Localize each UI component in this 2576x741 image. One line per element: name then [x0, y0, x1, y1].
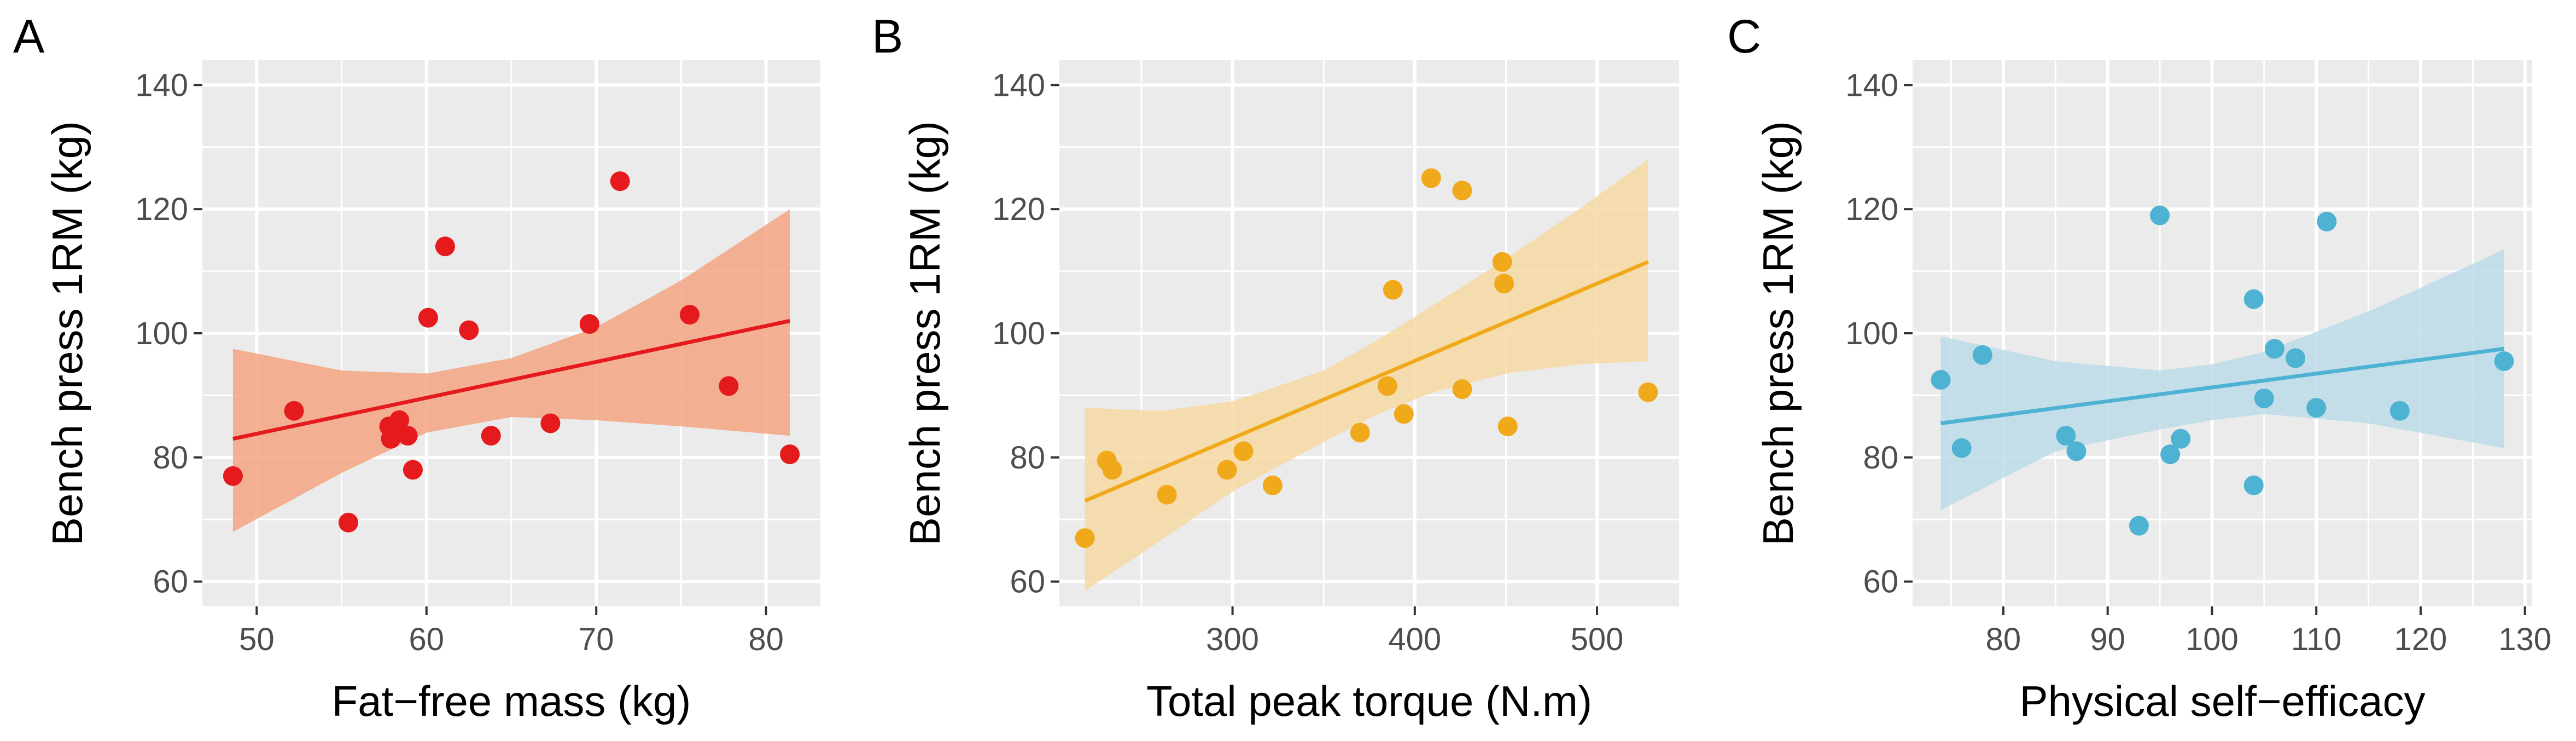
- data-point: [1497, 416, 1518, 437]
- data-point: [540, 413, 561, 433]
- data-point: [2243, 475, 2264, 495]
- x-tick-label: 80: [1986, 622, 2021, 657]
- regression-line: [1084, 260, 1649, 503]
- data-point: [2264, 339, 2284, 359]
- y-tick-label: 140: [135, 67, 188, 103]
- data-point: [2494, 351, 2514, 372]
- regression-line: [232, 319, 790, 441]
- data-point: [1377, 376, 1397, 396]
- chart-panel-c: C 60 80 100 120 140 80 90 100 110 120 130 Physical s…: [1727, 10, 2551, 725]
- y-tick-label: 80: [153, 440, 188, 476]
- data-point: [2160, 444, 2181, 465]
- data-point: [2254, 389, 2274, 409]
- y-tick-label: 120: [992, 192, 1045, 227]
- data-point: [1075, 528, 1095, 548]
- y-tick-label: 80: [1863, 440, 1898, 476]
- x-tick-label: 110: [2291, 622, 2341, 657]
- y-tick-label: 80: [1010, 440, 1045, 476]
- data-point: [2317, 211, 2337, 231]
- data-point: [1157, 484, 1177, 505]
- x-tick-label: 80: [748, 622, 784, 657]
- panel-label: C: [1727, 10, 1761, 63]
- data-point: [1233, 441, 1254, 461]
- y-tick-label: 60: [153, 564, 188, 600]
- data-point: [679, 304, 700, 325]
- x-axis-title: Total peak torque (N.m): [1146, 677, 1592, 725]
- data-point: [398, 426, 418, 446]
- data-point: [2150, 205, 2170, 225]
- x-tick-label: 60: [409, 622, 445, 657]
- data-point: [1492, 252, 1512, 272]
- y-axis-title: Bench press 1RM (kg): [1754, 121, 1802, 546]
- x-tick-label: 100: [2185, 622, 2239, 657]
- data-point: [403, 460, 423, 480]
- data-point: [2066, 441, 2087, 461]
- y-axis-title: Bench press 1RM (kg): [43, 121, 91, 546]
- x-tick-label: 400: [1388, 622, 1441, 657]
- confidence-band: [232, 209, 790, 532]
- data-point: [418, 308, 438, 328]
- data-point: [1383, 280, 1403, 300]
- data-point: [780, 444, 800, 465]
- data-point: [2171, 429, 2191, 449]
- data-point: [1262, 475, 1283, 495]
- x-tick-label: 130: [2498, 622, 2551, 657]
- data-point: [719, 376, 739, 396]
- x-tick-label: 120: [2394, 622, 2447, 657]
- data-point: [579, 314, 599, 334]
- chart-panel-a: A 60 80 100 120 140 50 60 70 80 Fat−free mass (kg)…: [13, 10, 820, 725]
- data-point: [1421, 168, 1441, 188]
- data-point: [223, 466, 243, 486]
- data-point: [1452, 379, 1472, 400]
- data-point: [435, 236, 455, 257]
- data-point: [1931, 370, 1951, 390]
- data-point: [338, 512, 358, 532]
- x-tick-label: 70: [579, 622, 614, 657]
- data-point: [1394, 404, 1414, 424]
- data-point: [1951, 438, 1972, 458]
- x-tick-label: 90: [2090, 622, 2125, 657]
- y-tick-label: 100: [135, 316, 188, 351]
- x-tick-label: 500: [1571, 622, 1624, 657]
- data-point: [1972, 345, 1992, 365]
- panel-label: A: [13, 10, 45, 63]
- y-axis-title: Bench press 1RM (kg): [901, 121, 949, 546]
- panel-label: B: [872, 10, 903, 63]
- y-tick-label: 100: [992, 316, 1045, 351]
- y-tick-label: 120: [135, 192, 188, 227]
- y-tick-label: 60: [1010, 564, 1045, 600]
- data-point: [481, 426, 501, 446]
- chart-panel-b: B 60 80 100 120 140 300 400 500 Total peak torque…: [872, 10, 1679, 725]
- data-point: [1350, 422, 1370, 443]
- data-point: [1102, 460, 1122, 480]
- x-tick-label: 50: [239, 622, 275, 657]
- y-tick-label: 140: [1845, 67, 1898, 103]
- y-tick-label: 120: [1845, 192, 1898, 227]
- x-axis-title: Physical self−efficacy: [2019, 677, 2425, 725]
- regression-line: [1940, 346, 2504, 425]
- data-point: [2243, 289, 2264, 309]
- data-point: [1494, 274, 1514, 294]
- data-point: [1452, 181, 1472, 201]
- data-point: [610, 171, 630, 192]
- data-point: [459, 320, 479, 340]
- data-point: [389, 410, 410, 430]
- data-point: [284, 401, 304, 421]
- y-tick-label: 60: [1863, 564, 1898, 600]
- x-axis-title: Fat−free mass (kg): [332, 677, 691, 725]
- x-tick-label: 300: [1206, 622, 1259, 657]
- data-point: [2306, 398, 2327, 418]
- data-point: [2389, 401, 2410, 421]
- data-point: [2129, 516, 2149, 536]
- data-point: [1217, 460, 1237, 480]
- y-tick-label: 140: [992, 67, 1045, 103]
- y-tick-label: 100: [1845, 316, 1898, 351]
- data-point: [2286, 348, 2306, 368]
- data-point: [2056, 426, 2076, 446]
- data-point: [1638, 382, 1658, 402]
